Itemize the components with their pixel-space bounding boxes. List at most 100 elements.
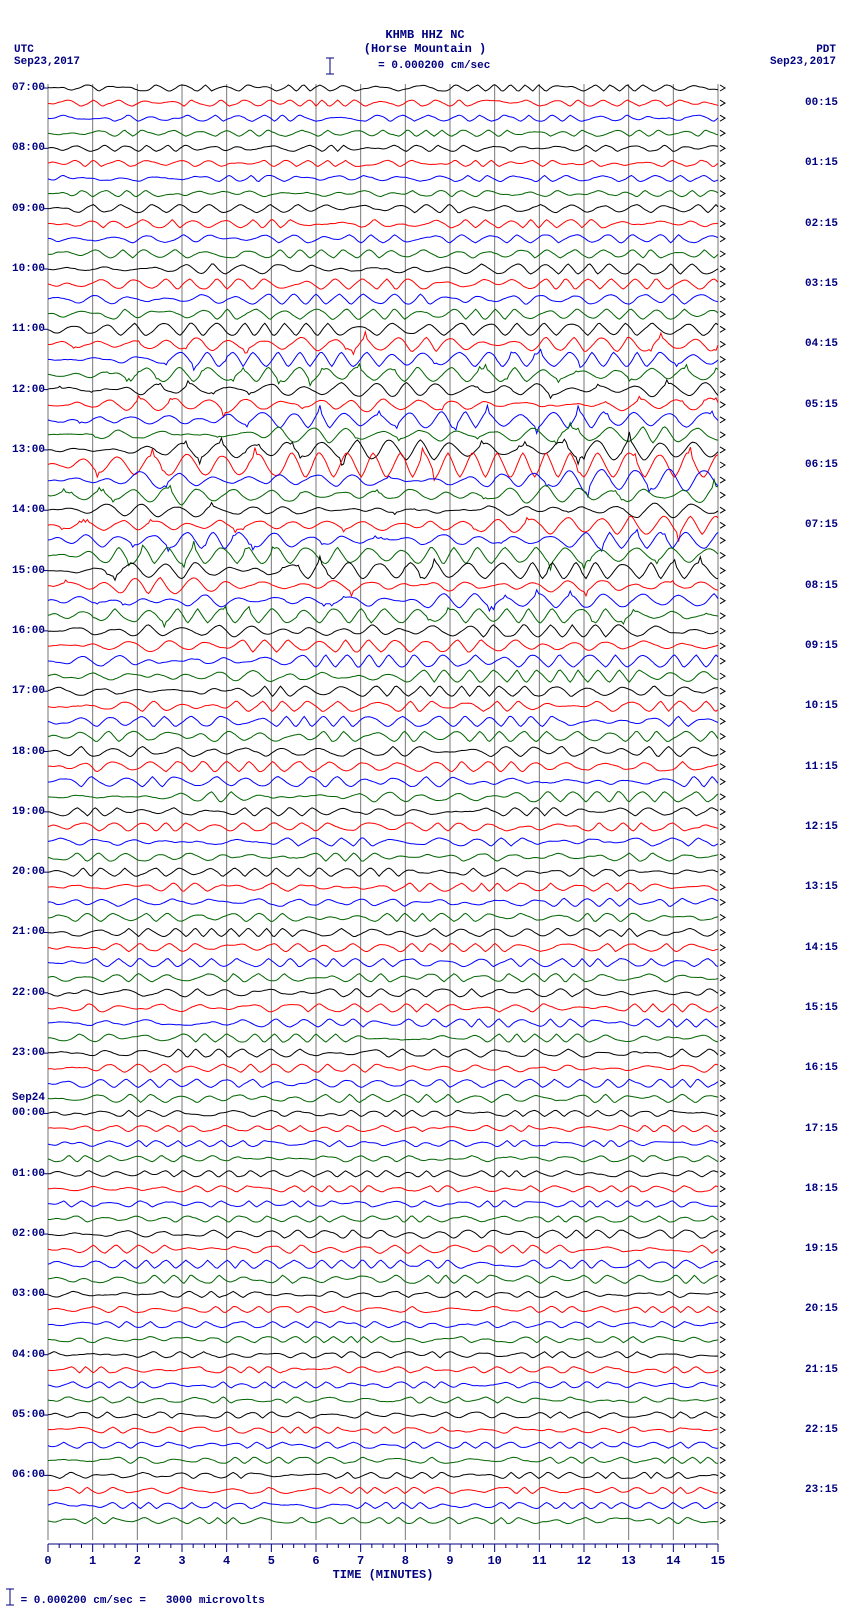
x-tick-label: 5 bbox=[268, 1554, 275, 1568]
seismic-trace bbox=[48, 176, 718, 182]
seismic-trace bbox=[48, 655, 718, 667]
seismic-trace bbox=[48, 380, 718, 398]
trace-end-marker bbox=[720, 1035, 725, 1041]
trace-end-marker bbox=[720, 1246, 725, 1252]
seismic-trace bbox=[48, 1291, 718, 1297]
trace-end-marker bbox=[720, 1487, 725, 1493]
right-time-label: 00:15 bbox=[805, 97, 838, 109]
left-time-label: 18:00 bbox=[12, 746, 45, 758]
seismic-trace bbox=[48, 974, 718, 982]
trace-end-marker bbox=[720, 613, 725, 619]
seismic-trace bbox=[48, 1019, 718, 1027]
right-time-label: 13:15 bbox=[805, 881, 838, 893]
trace-end-marker bbox=[720, 477, 725, 483]
seismic-trace bbox=[48, 1126, 718, 1132]
x-tick-label: 9 bbox=[446, 1554, 453, 1568]
seismic-trace bbox=[48, 405, 718, 433]
trace-end-marker bbox=[720, 583, 725, 589]
trace-end-marker bbox=[720, 145, 725, 151]
right-time-label: 21:15 bbox=[805, 1364, 838, 1376]
seismic-trace bbox=[48, 100, 718, 106]
trace-end-marker bbox=[720, 854, 725, 860]
right-time-label: 03:15 bbox=[805, 278, 838, 290]
trace-end-marker bbox=[720, 1322, 725, 1328]
right-time-label: 23:15 bbox=[805, 1484, 838, 1496]
seismic-trace bbox=[48, 250, 718, 258]
trace-end-marker bbox=[720, 372, 725, 378]
left-time-label: 03:00 bbox=[12, 1288, 45, 1300]
right-time-label: 11:15 bbox=[805, 761, 838, 773]
trace-end-marker bbox=[720, 1231, 725, 1237]
seismic-trace bbox=[48, 1442, 718, 1448]
right-time-label: 15:15 bbox=[805, 1002, 838, 1014]
seismic-trace bbox=[48, 731, 718, 741]
trace-end-marker bbox=[720, 492, 725, 498]
helicorder-page: KHMB HHZ NC (Horse Mountain ) = 0.000200… bbox=[0, 0, 850, 1613]
seismic-trace bbox=[48, 1503, 718, 1509]
trace-end-marker bbox=[720, 206, 725, 212]
trace-end-marker bbox=[720, 537, 725, 543]
seismic-trace bbox=[48, 1457, 718, 1463]
seismic-trace bbox=[48, 989, 718, 997]
seismic-trace bbox=[48, 944, 718, 952]
left-time-label: 12:00 bbox=[12, 384, 45, 396]
seismic-trace bbox=[48, 423, 718, 444]
left-time-label: 08:00 bbox=[12, 142, 45, 154]
left-time-label: 04:00 bbox=[12, 1349, 45, 1361]
x-tick-label: 15 bbox=[711, 1554, 725, 1568]
left-time-label: 05:00 bbox=[12, 1409, 45, 1421]
seismic-trace bbox=[48, 145, 718, 151]
trace-end-marker bbox=[720, 100, 725, 106]
right-time-label: 16:15 bbox=[805, 1062, 838, 1074]
trace-end-marker bbox=[720, 1005, 725, 1011]
left-time-label: 23:00 bbox=[12, 1047, 45, 1059]
trace-end-marker bbox=[720, 1442, 725, 1448]
trace-end-marker bbox=[720, 960, 725, 966]
helicorder-plot bbox=[0, 0, 850, 1613]
trace-end-marker bbox=[720, 899, 725, 905]
trace-end-marker bbox=[720, 884, 725, 890]
trace-end-marker bbox=[720, 160, 725, 166]
seismic-trace bbox=[48, 959, 718, 967]
seismic-trace bbox=[48, 130, 718, 136]
trace-end-marker bbox=[720, 869, 725, 875]
trace-end-marker bbox=[720, 1382, 725, 1388]
x-tick-label: 11 bbox=[532, 1554, 546, 1568]
left-time-label: 10:00 bbox=[12, 263, 45, 275]
trace-end-marker bbox=[720, 1306, 725, 1312]
seismic-trace bbox=[48, 578, 718, 596]
seismic-trace bbox=[48, 205, 718, 213]
seismic-trace bbox=[48, 808, 718, 816]
seismic-trace bbox=[48, 929, 718, 937]
right-time-label: 22:15 bbox=[805, 1424, 838, 1436]
trace-end-marker bbox=[720, 356, 725, 362]
seismic-trace bbox=[48, 1230, 718, 1238]
trace-end-marker bbox=[720, 1291, 725, 1297]
footer-scale: = 0.000200 cm/sec = 3000 microvolts bbox=[14, 1595, 265, 1607]
trace-end-marker bbox=[720, 1141, 725, 1147]
seismic-trace bbox=[48, 823, 718, 831]
trace-end-marker bbox=[720, 522, 725, 528]
x-tick-label: 1 bbox=[89, 1554, 96, 1568]
trace-end-marker bbox=[720, 1065, 725, 1071]
right-time-label: 06:15 bbox=[805, 459, 838, 471]
x-tick-label: 14 bbox=[666, 1554, 680, 1568]
x-axis-label: TIME (MINUTES) bbox=[333, 1568, 434, 1582]
seismic-trace bbox=[48, 309, 718, 319]
trace-end-marker bbox=[720, 1216, 725, 1222]
left-time-label: 02:00 bbox=[12, 1228, 45, 1240]
right-time-label: 05:15 bbox=[805, 399, 838, 411]
seismic-trace bbox=[48, 1352, 718, 1358]
x-tick-label: 10 bbox=[487, 1554, 501, 1568]
trace-end-marker bbox=[720, 688, 725, 694]
seismic-trace bbox=[48, 686, 718, 696]
seismic-trace bbox=[48, 1094, 718, 1102]
left-time-label: 00:00 bbox=[12, 1107, 45, 1119]
seismic-trace bbox=[48, 332, 718, 355]
seismic-trace bbox=[48, 607, 718, 627]
trace-end-marker bbox=[720, 417, 725, 423]
seismic-trace bbox=[48, 1004, 718, 1012]
trace-end-marker bbox=[720, 1110, 725, 1116]
seismic-trace bbox=[48, 503, 718, 518]
trace-end-marker bbox=[720, 598, 725, 604]
